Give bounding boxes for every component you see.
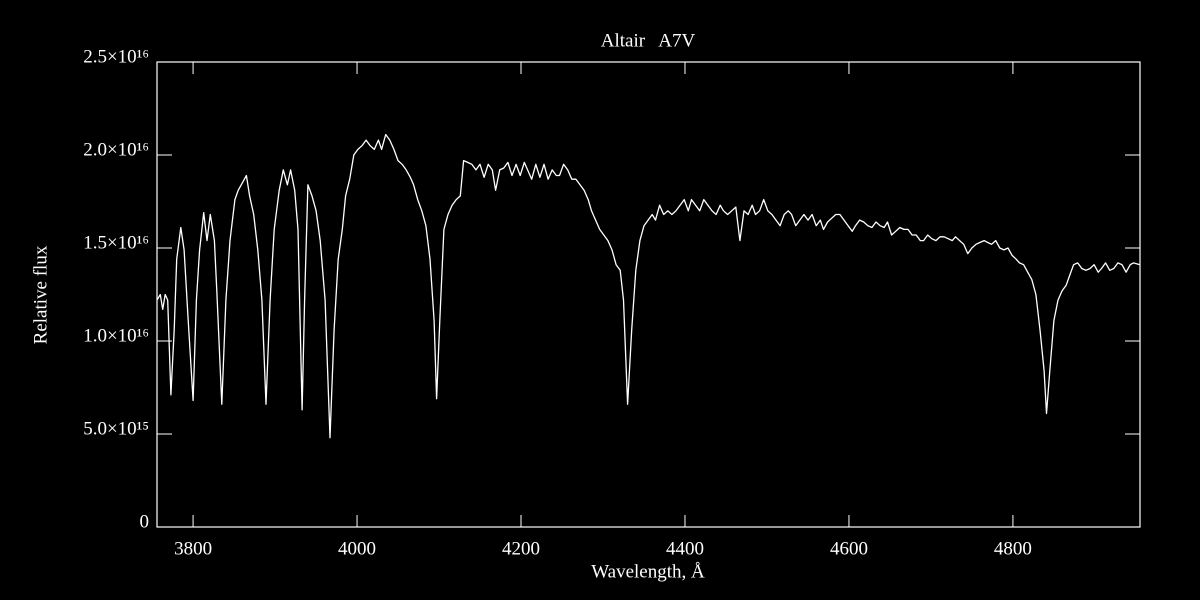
x-tick-label: 4000 <box>338 538 376 559</box>
y-tick-label: 0 <box>140 511 150 532</box>
y-tick-label: 1.5×10¹⁶ <box>83 232 149 253</box>
chart-title: Altair A7V <box>601 30 696 51</box>
y-tick-label: 5.0×10¹⁵ <box>83 418 149 439</box>
spectrum-line <box>156 133 1141 439</box>
y-tick-label: 2.0×10¹⁶ <box>83 139 149 160</box>
plot-frame <box>156 61 1141 528</box>
y-axis-label: Relative flux <box>30 245 51 344</box>
x-tick-label: 4200 <box>502 538 540 559</box>
x-tick-label: 4800 <box>994 538 1032 559</box>
y-tick-label: 2.5×10¹⁶ <box>83 46 149 67</box>
x-tick-label: 4600 <box>830 538 868 559</box>
x-tick-label: 4400 <box>666 538 704 559</box>
x-axis-label: Wavelength, Å <box>591 561 705 582</box>
x-tick-label: 3800 <box>174 538 212 559</box>
y-tick-label: 1.0×10¹⁶ <box>83 325 149 346</box>
